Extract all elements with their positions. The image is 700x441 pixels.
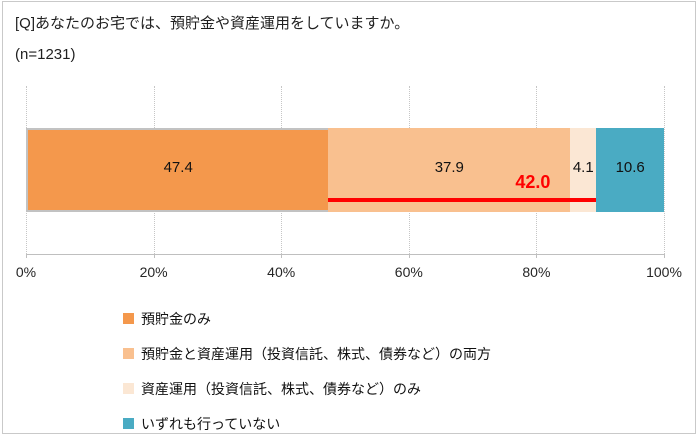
legend-item-label: いずれも行っていない — [141, 415, 281, 432]
legend-item-label: 預貯金と資産運用（投資信託、株式、債券など）の両方 — [141, 345, 491, 362]
axis-tick-mark — [408, 254, 410, 258]
legend-item-neither: いずれも行っていない — [123, 406, 491, 441]
x-axis-labels: 0% 20% 40% 60% 80% 100% — [16, 264, 682, 282]
legend-swatch-icon — [123, 313, 134, 324]
x-axis-tick-label: 100% — [646, 264, 682, 280]
legend-item-savings-and-investment: 預貯金と資産運用（投資信託、株式、債券など）の両方 — [123, 336, 491, 371]
bar-segment-neither: 10.6 — [596, 128, 664, 212]
legend-item-savings-only: 預貯金のみ — [123, 301, 491, 336]
legend-item-label: 預貯金のみ — [141, 310, 211, 327]
x-axis-tick-label: 0% — [15, 264, 37, 280]
legend-swatch-icon — [123, 348, 134, 359]
bar-segment-value: 10.6 — [615, 158, 645, 176]
legend-swatch-icon — [123, 383, 134, 394]
chart-frame: [Q]あなたのお宅では、預貯金や資産運用をしていますか。 (n=1231) 47… — [2, 1, 696, 434]
gridline — [664, 86, 665, 254]
annotation-underline: 42.0 — [328, 172, 597, 202]
bar-segment-savings-only: 47.4 — [26, 128, 329, 212]
chart-question-title: [Q]あなたのお宅では、預貯金や資産運用をしていますか。 — [15, 15, 410, 32]
sample-size-label: (n=1231) — [15, 46, 76, 63]
axis-tick-mark — [26, 254, 27, 258]
x-axis-tick-label: 20% — [139, 264, 168, 280]
axis-tick-mark — [664, 254, 665, 258]
plot-area: 47.4 37.9 4.1 10.6 42.0 — [26, 86, 665, 258]
legend-item-label: 資産運用（投資信託、株式、債券など）のみ — [141, 380, 421, 397]
x-axis-tick-label: 40% — [267, 264, 296, 280]
x-axis-tick-label: 80% — [522, 264, 551, 280]
legend: 預貯金のみ 預貯金と資産運用（投資信託、株式、債券など）の両方 資産運用（投資信… — [123, 301, 491, 441]
legend-item-investment-only: 資産運用（投資信託、株式、債券など）のみ — [123, 371, 491, 406]
annotation-value-label: 42.0 — [515, 172, 551, 192]
axis-tick-mark — [281, 254, 283, 258]
bar-segment-value: 37.9 — [434, 158, 464, 176]
legend-swatch-icon — [123, 418, 134, 429]
axis-tick-mark — [153, 254, 155, 258]
x-axis-tick-label: 60% — [394, 264, 423, 280]
bar-segment-value: 4.1 — [572, 158, 594, 176]
bar-segment-value: 47.4 — [163, 158, 193, 176]
axis-tick-mark — [536, 254, 538, 258]
